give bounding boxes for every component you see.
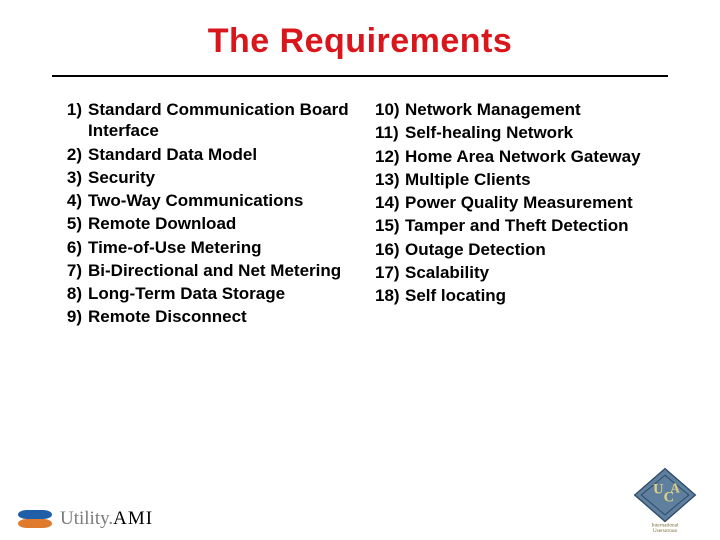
list-item-number: 17) xyxy=(375,262,405,283)
list-item-number: 3) xyxy=(60,167,88,188)
list-item-number: 6) xyxy=(60,237,88,258)
list-item-number: 13) xyxy=(375,169,405,190)
list-item-number: 14) xyxy=(375,192,405,213)
list-item-number: 5) xyxy=(60,213,88,234)
list-item-number: 10) xyxy=(375,99,405,120)
list-item: 17)Scalability xyxy=(375,262,672,283)
list-item: 4)Two-Way Communications xyxy=(60,190,357,211)
list-item-text: Remote Download xyxy=(88,213,357,234)
list-item: 11)Self-healing Network xyxy=(375,122,672,143)
list-item-number: 2) xyxy=(60,144,88,165)
requirements-columns: 1)Standard Communication Board Interface… xyxy=(0,77,720,330)
list-item: 2)Standard Data Model xyxy=(60,144,357,165)
list-item-number: 12) xyxy=(375,146,405,167)
list-item-text: Outage Detection xyxy=(405,239,672,260)
list-item: 13)Multiple Clients xyxy=(375,169,672,190)
list-item-number: 8) xyxy=(60,283,88,304)
list-item: 18)Self locating xyxy=(375,285,672,306)
list-item-text: Home Area Network Gateway xyxy=(405,146,672,167)
list-item: 7)Bi-Directional and Net Metering xyxy=(60,260,357,281)
list-item-text: Long-Term Data Storage xyxy=(88,283,357,304)
list-item: 12)Home Area Network Gateway xyxy=(375,146,672,167)
list-item-text: Security xyxy=(88,167,357,188)
svg-text:U: U xyxy=(653,482,664,498)
list-item: 9)Remote Disconnect xyxy=(60,306,357,327)
list-item-text: Tamper and Theft Detection xyxy=(405,215,672,236)
list-item-text: Standard Communication Board Interface xyxy=(88,99,357,142)
footer-branding: Utility.AMI xyxy=(18,508,153,530)
list-item-text: Power Quality Measurement xyxy=(405,192,672,213)
list-item: 14)Power Quality Measurement xyxy=(375,192,672,213)
footer-text: Utility.AMI xyxy=(60,508,153,530)
list-item-number: 15) xyxy=(375,215,405,236)
swirl-top xyxy=(18,510,52,519)
list-item-text: Remote Disconnect xyxy=(88,306,357,327)
list-item: 16)Outage Detection xyxy=(375,239,672,260)
list-item-text: Multiple Clients xyxy=(405,169,672,190)
requirements-left-column: 1)Standard Communication Board Interface… xyxy=(60,99,357,330)
requirements-right-column: 10)Network Management11)Self-healing Net… xyxy=(375,99,672,330)
list-item-text: Two-Way Communications xyxy=(88,190,357,211)
list-item: 5)Remote Download xyxy=(60,213,357,234)
list-item-text: Self-healing Network xyxy=(405,122,672,143)
list-item-number: 1) xyxy=(60,99,88,120)
list-item-number: 4) xyxy=(60,190,88,211)
list-item: 6)Time-of-Use Metering xyxy=(60,237,357,258)
list-item: 8)Long-Term Data Storage xyxy=(60,283,357,304)
slide-title: The Requirements xyxy=(0,0,720,61)
list-item-number: 18) xyxy=(375,285,405,306)
swirl-bottom xyxy=(18,519,52,528)
list-item-text: Bi-Directional and Net Metering xyxy=(88,260,357,281)
list-item-text: Network Management xyxy=(405,99,672,120)
swirl-icon xyxy=(18,510,52,528)
list-item-text: Time-of-Use Metering xyxy=(88,237,357,258)
list-item-text: Self locating xyxy=(405,285,672,306)
slide: The Requirements 1)Standard Communicatio… xyxy=(0,0,720,540)
list-item: 10)Network Management xyxy=(375,99,672,120)
list-item-number: 9) xyxy=(60,306,88,327)
footer-ami-label: AMI xyxy=(113,508,153,529)
svg-text:A: A xyxy=(670,480,680,495)
list-item: 3)Security xyxy=(60,167,357,188)
list-item-text: Standard Data Model xyxy=(88,144,357,165)
svg-text:Usersgroup: Usersgroup xyxy=(653,528,678,532)
list-item: 15)Tamper and Theft Detection xyxy=(375,215,672,236)
list-item-number: 16) xyxy=(375,239,405,260)
list-item-number: 7) xyxy=(60,260,88,281)
list-item: 1)Standard Communication Board Interface xyxy=(60,99,357,142)
footer-utility-label: Utility. xyxy=(60,508,113,529)
list-item-number: 11) xyxy=(375,122,405,143)
corner-logo-icon: UCAInternationalUsersgroup xyxy=(632,466,698,532)
list-item-text: Scalability xyxy=(405,262,672,283)
